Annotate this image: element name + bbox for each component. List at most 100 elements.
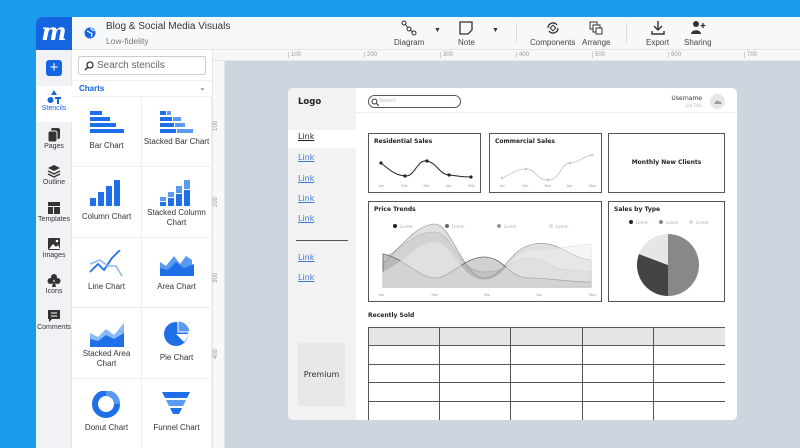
line-chart-icon [89, 250, 123, 277]
price-trends-area-chart [382, 223, 592, 288]
stencil-bar-chart[interactable]: Bar Chart [72, 97, 142, 167]
line-points [379, 159, 473, 179]
table-cell [440, 401, 512, 420]
search-icon [371, 98, 379, 106]
sharing-button[interactable]: Sharing [684, 20, 712, 47]
sales-by-type-card: Sales by Type Lorem Lorem Lorem [608, 201, 725, 302]
stencil-pie-chart[interactable]: Pie Chart [142, 308, 212, 379]
table-cell [511, 383, 583, 402]
stacked-bar-chart-icon [160, 111, 193, 133]
month-label: Jan [500, 184, 506, 188]
ruler-tick: 300 [213, 272, 220, 284]
wf-link[interactable]: Link [298, 273, 315, 282]
table-cell [653, 401, 725, 420]
arrange-button[interactable]: Arrange [582, 20, 610, 47]
avatar[interactable] [710, 94, 725, 109]
wf-link[interactable]: Link [298, 214, 315, 223]
pages-icon [47, 128, 60, 142]
stencil-stacked-column-chart[interactable]: Stacked Column Chart [142, 167, 212, 238]
wf-job-title: Job Title [685, 103, 702, 108]
month-label: May [589, 184, 597, 188]
horizontal-ruler: 100200300400500600700800 [213, 50, 800, 61]
column-chart-icon [90, 179, 120, 206]
diagram-button[interactable]: Diagram [394, 20, 424, 47]
wf-link[interactable]: Link [298, 174, 315, 183]
diagram-dropdown-caret[interactable]: ▼ [434, 27, 441, 34]
components-icon [547, 22, 559, 34]
header: Blog & Social Media Visuals Low-fidelity… [72, 17, 800, 50]
ruler-tick: 600 [668, 52, 681, 58]
table-cell [511, 364, 583, 384]
wireframe-page[interactable]: Logo Link Link Link Link Link Link Link Premiu… [288, 88, 737, 420]
rail-item-icons[interactable]: Icons [36, 273, 72, 295]
ruler-tick: 100 [288, 52, 301, 58]
stencil-stacked-area-chart[interactable]: Stacked Area Chart [72, 308, 142, 379]
table-cell [653, 328, 725, 347]
wf-link[interactable]: Link [298, 194, 315, 203]
legend-item: Lorem [393, 224, 413, 229]
table-cell [582, 383, 654, 402]
ruler-tick: 200 [213, 196, 220, 208]
legend-dot-icon [629, 220, 633, 224]
month-label: Jan [379, 184, 385, 188]
legend-dot-icon [689, 220, 693, 224]
legend-item: Lorem [689, 220, 709, 225]
table-cell [440, 364, 512, 384]
table-cell [369, 364, 441, 384]
add-button[interactable]: + [46, 60, 62, 76]
wf-premium[interactable]: Premium [298, 343, 345, 406]
rail-item-images[interactable]: Images [36, 237, 72, 259]
month-label: Apr [536, 293, 543, 297]
globe-icon[interactable] [84, 27, 96, 39]
rail-item-pages[interactable]: Pages [36, 128, 72, 150]
note-dropdown-caret[interactable]: ▼ [492, 27, 499, 34]
wf-link[interactable]: Link [298, 132, 315, 141]
wf-link[interactable]: Link [298, 253, 315, 262]
stencil-stacked-bar-chart[interactable]: Stacked Bar Chart [142, 97, 212, 167]
stacked-area-chart-icon [90, 322, 124, 347]
residential-sales-card: Residential Sales Jan Feb Mar Apr May [368, 133, 481, 193]
stencils-icon [47, 90, 61, 104]
month-label: May [589, 293, 597, 297]
templates-icon [48, 202, 60, 214]
stencil-line-chart[interactable]: Line Chart [72, 238, 142, 308]
legend-dot-icon [497, 224, 501, 228]
note-button[interactable]: Note [458, 20, 475, 47]
stencil-grid: Bar Chart Stacked Bar Chart Column Chart St… [72, 97, 213, 448]
ruler-tick: 700 [744, 52, 757, 58]
wf-active-link-bg [288, 130, 356, 148]
month-label: Jan [379, 293, 385, 297]
stencil-panel: Search stencils Charts ⌄ Bar Chart Stacke… [72, 50, 213, 448]
wf-link[interactable]: Link [298, 153, 315, 162]
export-button[interactable]: Export [646, 20, 669, 47]
funnel-chart-icon [162, 392, 190, 414]
document-title[interactable]: Blog & Social Media Visuals [106, 21, 231, 32]
note-icon [459, 21, 474, 35]
app-logo[interactable]: m [36, 17, 72, 50]
stencil-column-chart[interactable]: Column Chart [72, 167, 142, 238]
search-icon [84, 61, 94, 71]
rail-item-stencils[interactable]: Stencils [36, 90, 72, 112]
stacked-column-chart-icon [160, 179, 190, 206]
stencil-funnel-chart[interactable]: Funnel Chart [142, 379, 212, 448]
pie-chart-icon [164, 320, 191, 346]
price-trends-card: Price Trends Jan Feb Mar Apr May Lorem Lorem Lo… [368, 201, 602, 302]
image-icon [714, 100, 722, 104]
wf-search-input[interactable]: Search [368, 95, 461, 108]
rail-item-outline[interactable]: Outline [36, 164, 72, 186]
wf-username: Username [671, 95, 702, 102]
toolbar-divider [626, 23, 627, 43]
components-button[interactable]: Components [530, 20, 575, 47]
monthly-new-clients-card: Monthly New Clients [608, 133, 725, 193]
commercial-sales-line-chart [500, 153, 594, 182]
rail-item-comments[interactable]: Comments [36, 309, 72, 331]
wf-header-divider [356, 112, 737, 113]
category-charts[interactable]: Charts ⌄ [72, 80, 213, 97]
stencil-donut-chart[interactable]: Donut Chart [72, 379, 142, 448]
rail-item-templates[interactable]: Templates [36, 201, 72, 223]
stencil-area-chart[interactable]: Area Chart [142, 238, 212, 308]
table-cell [511, 401, 583, 420]
legend-dot-icon [445, 224, 449, 228]
stencil-search-input[interactable]: Search stencils [78, 56, 206, 75]
table-cell [582, 328, 654, 347]
